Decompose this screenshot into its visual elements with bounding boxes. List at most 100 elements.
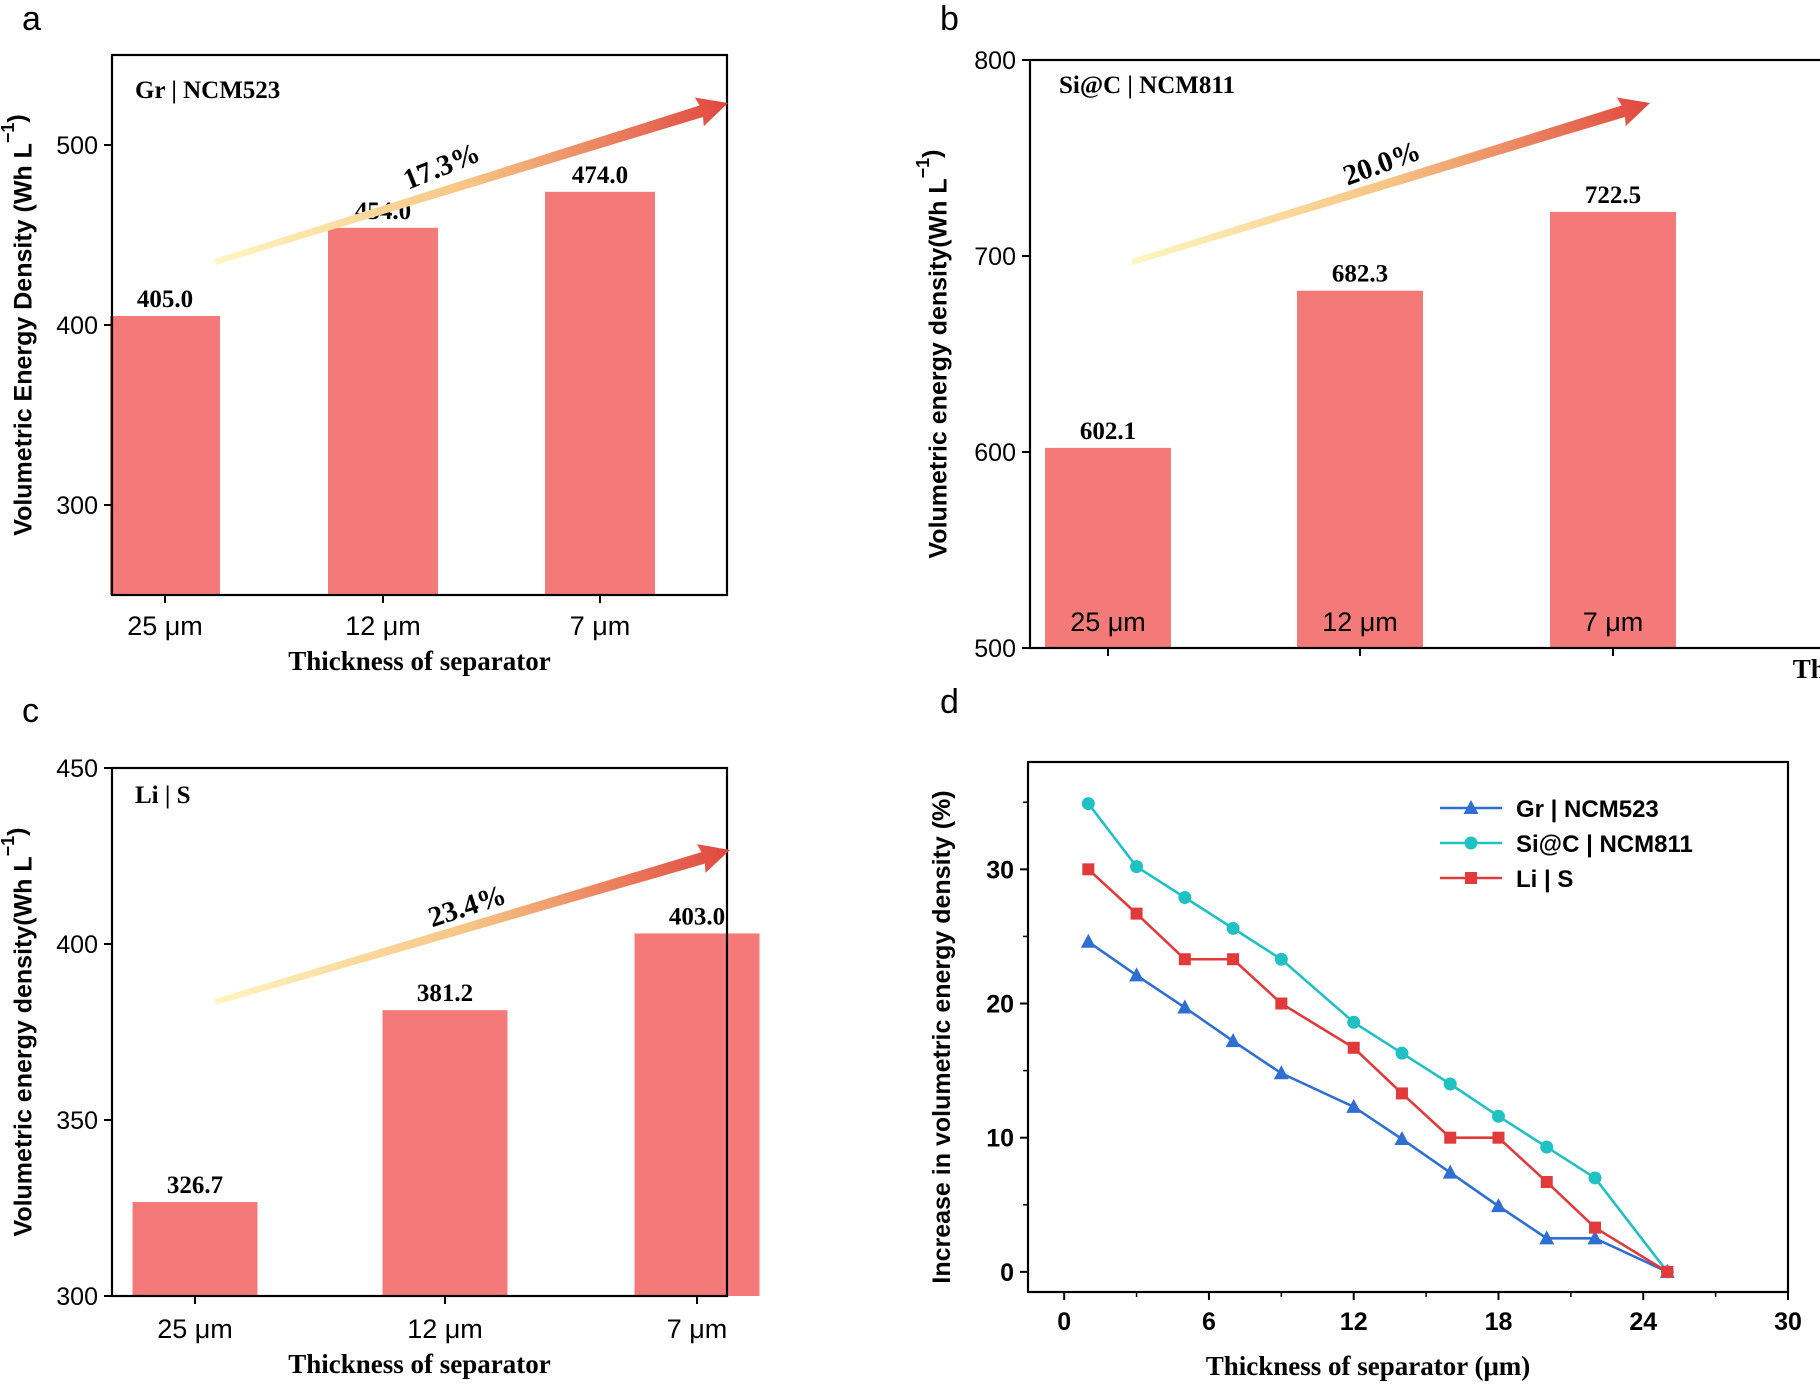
y-tick-label: 20: [986, 991, 1014, 1019]
x-tick-label: 7 μm: [1583, 607, 1644, 637]
series-line: [1087, 868, 1669, 1273]
data-point: [1178, 891, 1192, 905]
x-tick-label: 12 μm: [407, 1314, 483, 1344]
data-point: [1346, 1098, 1362, 1113]
y-tick-label: 800: [974, 47, 1016, 75]
x-axis-label: Thickness of separator: [1793, 654, 1820, 684]
y-tick-label: 500: [56, 132, 98, 160]
data-point: [1080, 933, 1096, 948]
data-point: [1443, 1077, 1457, 1091]
bar-value-label: 474.0: [572, 162, 628, 189]
data-point: [1081, 797, 1095, 811]
data-point: [1539, 1230, 1555, 1245]
data-point: [1540, 1175, 1553, 1188]
y-tick-label: 0: [1000, 1259, 1014, 1287]
x-tick-label: 25 μm: [157, 1314, 233, 1344]
data-point: [1226, 921, 1240, 935]
plot-frame: [110, 766, 729, 1298]
x-tick-label: 12: [1340, 1308, 1368, 1336]
data-point: [1275, 997, 1288, 1010]
data-point: [1274, 952, 1288, 966]
data-point: [1588, 1221, 1601, 1234]
y-tick-label: 300: [56, 492, 98, 520]
x-axis-label: Thickness of separator: [288, 646, 551, 676]
bar-0: [110, 316, 220, 595]
data-point: [1444, 1131, 1457, 1144]
bar-value-label: 403.0: [669, 903, 725, 930]
y-tick-label: 400: [56, 312, 98, 340]
panel-c: c 326.7 25 μm 381.2 12 μm 403.0 7 μm 300 350 400 4…: [0, 692, 760, 1379]
data-point: [1587, 1230, 1603, 1245]
legend-label: Gr | NCM523: [1516, 796, 1659, 823]
legend-marker: [1464, 836, 1478, 850]
bar-value-label: 722.5: [1585, 182, 1641, 209]
data-point: [1227, 953, 1240, 966]
bar-value-label: 602.1: [1080, 418, 1136, 445]
data-point: [1661, 1265, 1674, 1278]
x-tick-label: 7 μm: [570, 611, 631, 641]
trend-arrow: [214, 844, 731, 1005]
panel-letter: b: [940, 0, 959, 38]
y-tick-label: 450: [56, 755, 98, 783]
bar-value-label: 682.3: [1332, 261, 1388, 288]
system-label: Li | S: [135, 782, 191, 809]
bar-0: [132, 1202, 258, 1296]
bar-2: [545, 191, 655, 596]
x-axis-label: Thickness of separator: [288, 1349, 551, 1379]
bar-2: [634, 933, 760, 1296]
data-point: [1177, 999, 1193, 1014]
legend-label: Li | S: [1516, 866, 1573, 893]
data-point: [1130, 860, 1144, 874]
x-tick-label: 25 μm: [127, 611, 203, 641]
y-tick-label: 10: [986, 1125, 1014, 1153]
x-tick-label: 24: [1629, 1308, 1657, 1336]
plot-frame: [1026, 760, 1790, 1294]
series-line: [1087, 802, 1669, 1273]
series-2: [1082, 863, 1674, 1278]
data-point: [1540, 1140, 1554, 1154]
panel-d: d 0 6 12 18 24 30 0 10 20 30 Gr | NCM523 Si@C | NCM8…: [928, 683, 1802, 1381]
x-tick-label: 7 μm: [667, 1314, 728, 1344]
trend-arrow: [1131, 97, 1650, 265]
y-tick-label: 700: [974, 243, 1016, 271]
bar-1: [328, 227, 438, 596]
data-point: [1273, 1065, 1289, 1080]
data-point: [1394, 1131, 1410, 1146]
data-point: [1492, 1131, 1505, 1144]
y-tick-label: 500: [974, 635, 1016, 663]
data-point: [1130, 907, 1143, 920]
panel-b: b 602.1 25 μm 682.3 12 μm 722.5 7 μm 500 600 700 8…: [913, 0, 1820, 684]
bar-1: [382, 1010, 508, 1296]
data-point: [1395, 1087, 1408, 1100]
data-point: [1491, 1109, 1505, 1123]
data-point: [1588, 1171, 1602, 1185]
y-tick-label: 400: [56, 931, 98, 959]
legend: Gr | NCM523 Si@C | NCM811 Li | S: [1440, 796, 1693, 893]
bar-value-label: 405.0: [137, 286, 193, 313]
legend-marker: [1465, 872, 1477, 884]
system-label: Gr | NCM523: [135, 77, 280, 104]
data-point: [1225, 1033, 1241, 1048]
panel-letter: c: [22, 692, 39, 730]
x-tick-label: 0: [1057, 1308, 1071, 1336]
data-point: [1347, 1041, 1360, 1054]
x-axis-label: Thickness of separator (μm): [1206, 1351, 1531, 1381]
x-tick-label: 12 μm: [345, 611, 421, 641]
series-1: [1081, 797, 1674, 1279]
y-tick-label: 350: [56, 1107, 98, 1135]
x-tick-label: 30: [1774, 1308, 1802, 1336]
x-tick-label: 18: [1485, 1308, 1513, 1336]
y-axis-label: Volumetric energy density(Wh L−1): [0, 827, 38, 1236]
y-axis-label: Volumetric energy density(Wh L−1): [913, 149, 953, 558]
trend-arrow: [214, 97, 729, 265]
plot-frame: [110, 53, 729, 597]
series-line: [1087, 940, 1668, 1274]
y-tick-label: 30: [986, 856, 1014, 884]
bar-value-label: 326.7: [167, 1172, 223, 1199]
data-point: [1178, 953, 1191, 966]
x-tick-label: 12 μm: [1322, 607, 1398, 637]
data-point: [1490, 1198, 1506, 1213]
legend-label: Si@C | NCM811: [1516, 831, 1693, 858]
